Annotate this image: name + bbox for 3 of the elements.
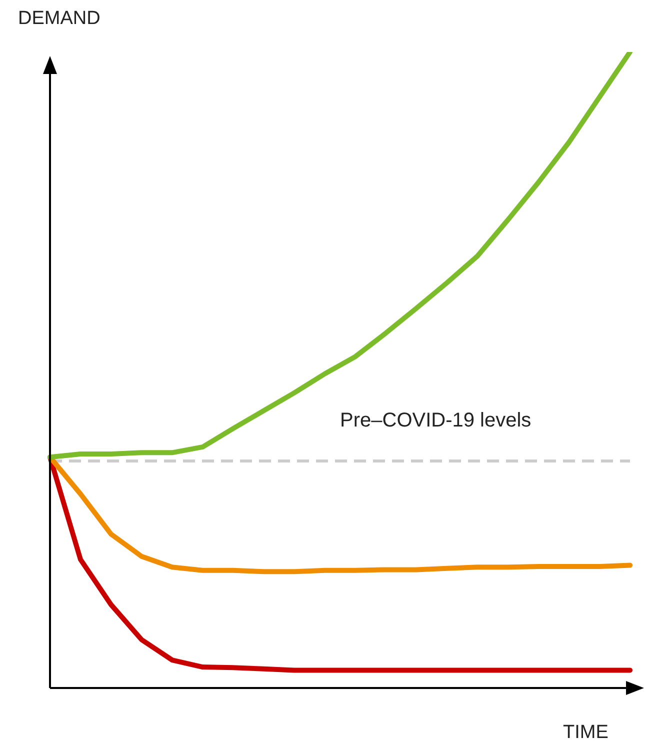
y-axis-title: DEMAND (18, 8, 100, 30)
x-axis-title: TIME (563, 722, 608, 744)
ref-line-label: Pre–COVID-19 levels (340, 409, 532, 432)
